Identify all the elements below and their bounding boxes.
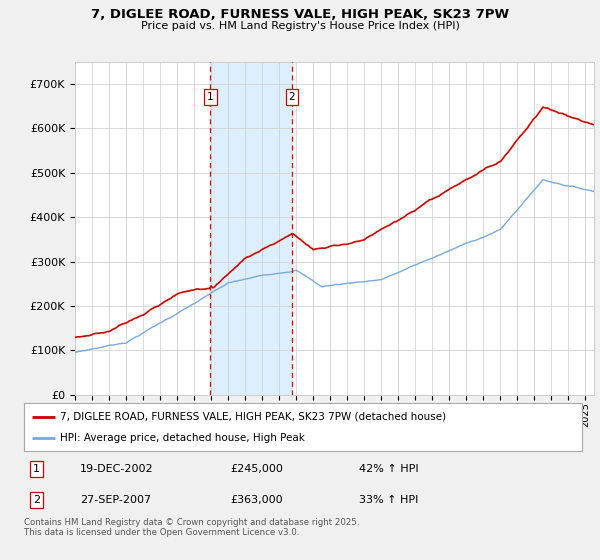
Text: 2: 2 (33, 495, 40, 505)
Text: £245,000: £245,000 (230, 464, 283, 474)
Bar (211, 62, 292, 395)
Text: 33% ↑ HPI: 33% ↑ HPI (359, 495, 418, 505)
Text: 2: 2 (289, 92, 295, 101)
Text: 7, DIGLEE ROAD, FURNESS VALE, HIGH PEAK, SK23 7PW (detached house): 7, DIGLEE ROAD, FURNESS VALE, HIGH PEAK,… (60, 412, 446, 422)
Text: 1: 1 (207, 92, 214, 101)
Text: Price paid vs. HM Land Registry's House Price Index (HPI): Price paid vs. HM Land Registry's House … (140, 21, 460, 31)
Text: Contains HM Land Registry data © Crown copyright and database right 2025.
This d: Contains HM Land Registry data © Crown c… (24, 518, 359, 538)
Text: HPI: Average price, detached house, High Peak: HPI: Average price, detached house, High… (60, 433, 305, 444)
Text: 1: 1 (33, 464, 40, 474)
Text: £363,000: £363,000 (230, 495, 283, 505)
Text: 42% ↑ HPI: 42% ↑ HPI (359, 464, 418, 474)
Text: 19-DEC-2002: 19-DEC-2002 (80, 464, 154, 474)
Text: 7, DIGLEE ROAD, FURNESS VALE, HIGH PEAK, SK23 7PW: 7, DIGLEE ROAD, FURNESS VALE, HIGH PEAK,… (91, 8, 509, 21)
Text: 27-SEP-2007: 27-SEP-2007 (80, 495, 151, 505)
